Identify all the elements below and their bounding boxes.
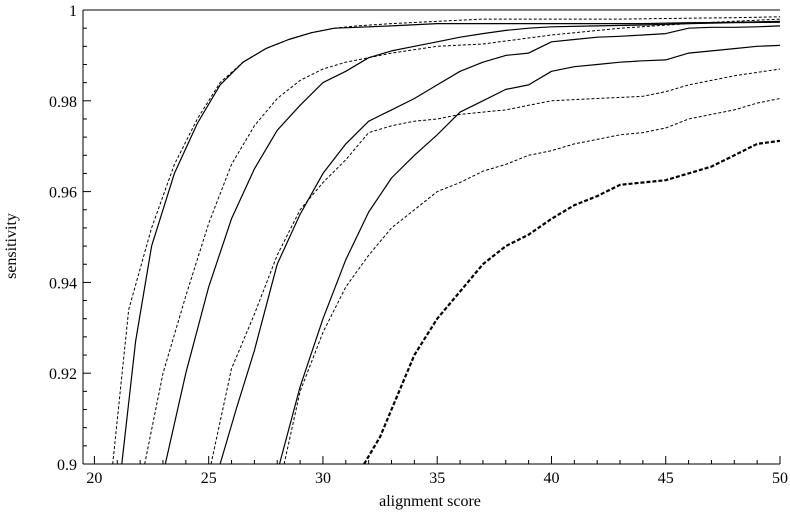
- series-line-1: [112, 16, 780, 464]
- series-lines: [112, 16, 780, 464]
- y-tick-label: 0.96: [49, 185, 77, 202]
- x-tick-label: 45: [658, 470, 674, 487]
- y-tick-label: 0.9: [57, 457, 77, 474]
- series-line-5: [219, 25, 780, 464]
- axes: [82, 9, 780, 465]
- tick-marks: [83, 9, 781, 465]
- series-line-6: [210, 68, 780, 464]
- series-line-2: [121, 20, 780, 464]
- x-tick-label: 50: [772, 470, 788, 487]
- x-axis-title: alignment score: [379, 493, 481, 510]
- series-line-7: [278, 44, 780, 464]
- y-tick-label: 0.92: [49, 366, 77, 383]
- x-tick-label: 25: [201, 470, 217, 487]
- series-line-4: [164, 21, 780, 464]
- tick-labels: 20 25 30 35 40 45 50 0.9 0.92 0.94 0.96 0.98 1: [49, 3, 788, 487]
- x-tick-label: 30: [315, 470, 331, 487]
- series-line-8: [283, 98, 780, 464]
- x-tick-label: 35: [429, 470, 445, 487]
- y-tick-label: 0.94: [49, 275, 77, 292]
- series-line-9: [363, 139, 780, 464]
- x-tick-label: 40: [543, 470, 559, 487]
- y-axis-title: sensitivity: [3, 213, 20, 279]
- y-tick-label: 0.98: [49, 94, 77, 111]
- y-tick-label: 1: [69, 3, 77, 20]
- series-line-3: [144, 18, 780, 464]
- x-tick-label: 20: [86, 470, 102, 487]
